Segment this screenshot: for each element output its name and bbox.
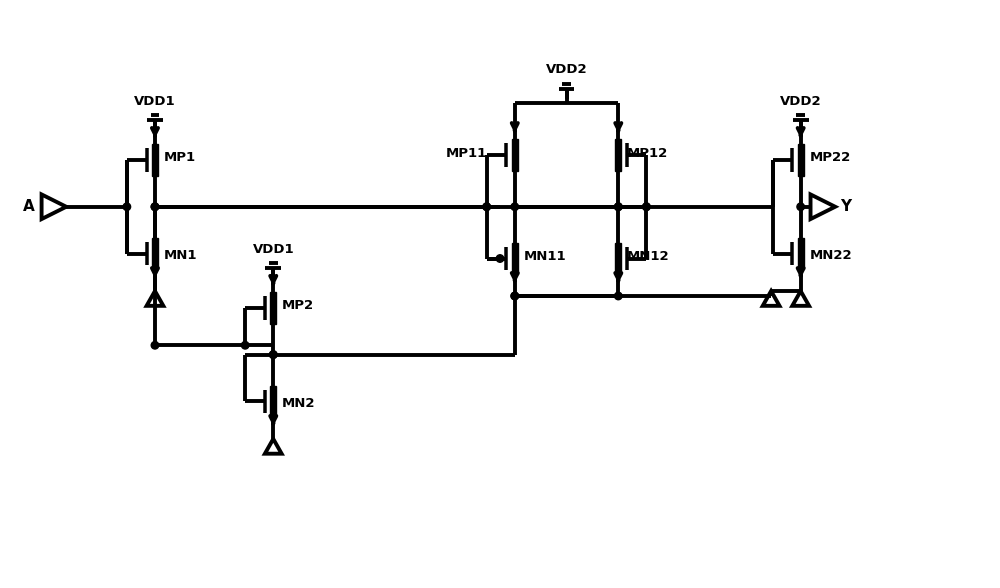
Circle shape [643,203,650,211]
Circle shape [615,203,622,211]
Circle shape [643,203,650,211]
Polygon shape [798,238,804,269]
Text: VDD1: VDD1 [252,243,294,256]
Polygon shape [615,139,621,171]
Circle shape [615,292,622,300]
Text: MP22: MP22 [810,152,851,165]
Polygon shape [798,144,804,176]
Text: VDD2: VDD2 [780,95,821,108]
Text: VDD2: VDD2 [546,63,587,76]
Circle shape [151,342,159,349]
Circle shape [483,203,490,211]
Circle shape [483,203,490,211]
Polygon shape [512,139,518,171]
Polygon shape [270,292,276,323]
Text: MN22: MN22 [810,249,852,262]
Polygon shape [152,238,158,269]
Polygon shape [512,243,518,274]
Text: MP11: MP11 [446,146,487,159]
Polygon shape [270,386,276,417]
Circle shape [511,203,519,211]
Circle shape [615,203,622,211]
Circle shape [151,203,159,211]
Text: VDD1: VDD1 [134,95,176,108]
Circle shape [797,203,804,211]
Text: A: A [23,199,35,214]
Circle shape [511,292,519,300]
Circle shape [270,351,277,358]
Circle shape [151,203,159,211]
Circle shape [270,351,277,358]
Text: MP1: MP1 [164,152,196,165]
Text: Y: Y [840,199,851,214]
Circle shape [123,203,131,211]
Circle shape [511,292,519,300]
Polygon shape [615,243,621,274]
Circle shape [496,255,504,262]
Text: MN2: MN2 [282,397,316,410]
Text: MN12: MN12 [627,250,670,263]
Circle shape [241,342,249,349]
Text: MN11: MN11 [524,250,566,263]
Text: MP2: MP2 [282,299,314,312]
Polygon shape [152,144,158,176]
Text: MN1: MN1 [164,249,197,262]
Text: MP12: MP12 [627,146,668,159]
